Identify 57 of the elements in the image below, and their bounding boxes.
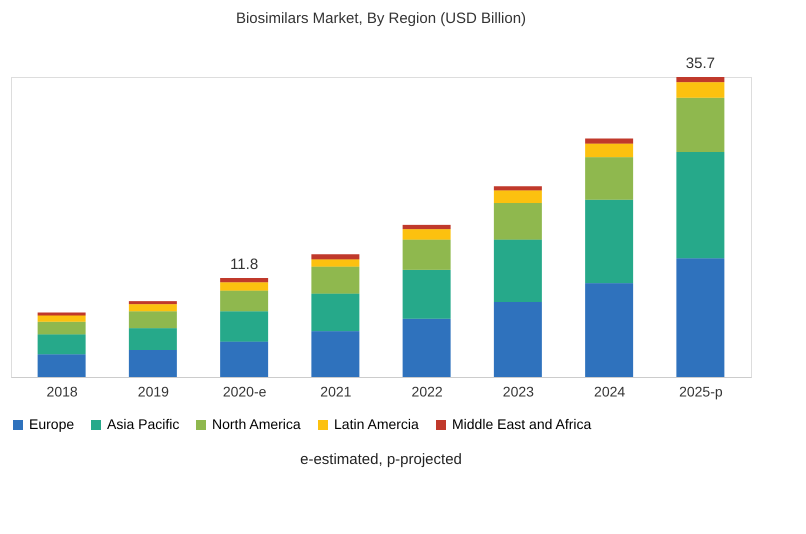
bar <box>220 278 268 282</box>
x-tick-label: 2018 <box>46 384 78 400</box>
x-tick-label: 2020-e <box>222 384 267 400</box>
bar <box>402 224 451 230</box>
bar <box>38 322 86 334</box>
bar <box>38 334 86 354</box>
bar <box>676 77 724 82</box>
bar <box>311 254 360 260</box>
bar <box>220 311 268 342</box>
bar <box>676 258 724 377</box>
bar <box>402 240 451 270</box>
legend-label: Europe <box>29 416 74 432</box>
bar <box>402 229 451 240</box>
annotation: 35.7 <box>686 55 715 72</box>
bar <box>585 144 634 158</box>
bar <box>585 157 634 200</box>
x-tick-label: 2021 <box>320 384 352 400</box>
bar <box>128 350 177 377</box>
bar <box>128 304 177 312</box>
bar <box>676 152 724 258</box>
bar <box>38 354 86 377</box>
x-tick-label: 2024 <box>594 384 626 400</box>
bar <box>220 342 268 377</box>
bar <box>311 294 360 332</box>
bar <box>38 312 86 316</box>
bar <box>494 186 542 190</box>
bar <box>128 328 177 350</box>
legend-label: Middle East and Africa <box>452 416 592 432</box>
bar <box>585 138 634 144</box>
bar <box>220 290 268 312</box>
bar <box>220 282 268 291</box>
x-tick-label: 2025-p <box>679 384 723 400</box>
bar <box>402 318 451 377</box>
bar <box>494 190 542 203</box>
legend-label: North America <box>212 416 301 432</box>
annotation: 11.8 <box>230 256 258 273</box>
bar <box>676 82 724 98</box>
chart-title: Biosimilars Market, By Region (USD Billion) <box>236 10 526 27</box>
bar <box>494 240 542 302</box>
bar <box>585 200 634 284</box>
legend-label: Asia Pacific <box>107 416 180 432</box>
bar <box>676 98 724 152</box>
text: e-estimated, p-projected <box>300 451 462 468</box>
bar <box>128 311 177 328</box>
bar <box>494 302 542 377</box>
x-tick-label: 2023 <box>502 384 534 400</box>
x-tick-label: 2019 <box>138 384 170 400</box>
bar <box>311 266 360 294</box>
bar <box>38 316 86 322</box>
bar <box>585 283 634 377</box>
bar <box>311 259 360 267</box>
bar <box>494 203 542 240</box>
bar <box>128 301 177 304</box>
x-tick-label: 2022 <box>412 384 443 400</box>
bar <box>311 331 360 377</box>
bar <box>402 270 451 319</box>
legend-label: Latin Amercia <box>334 416 420 432</box>
